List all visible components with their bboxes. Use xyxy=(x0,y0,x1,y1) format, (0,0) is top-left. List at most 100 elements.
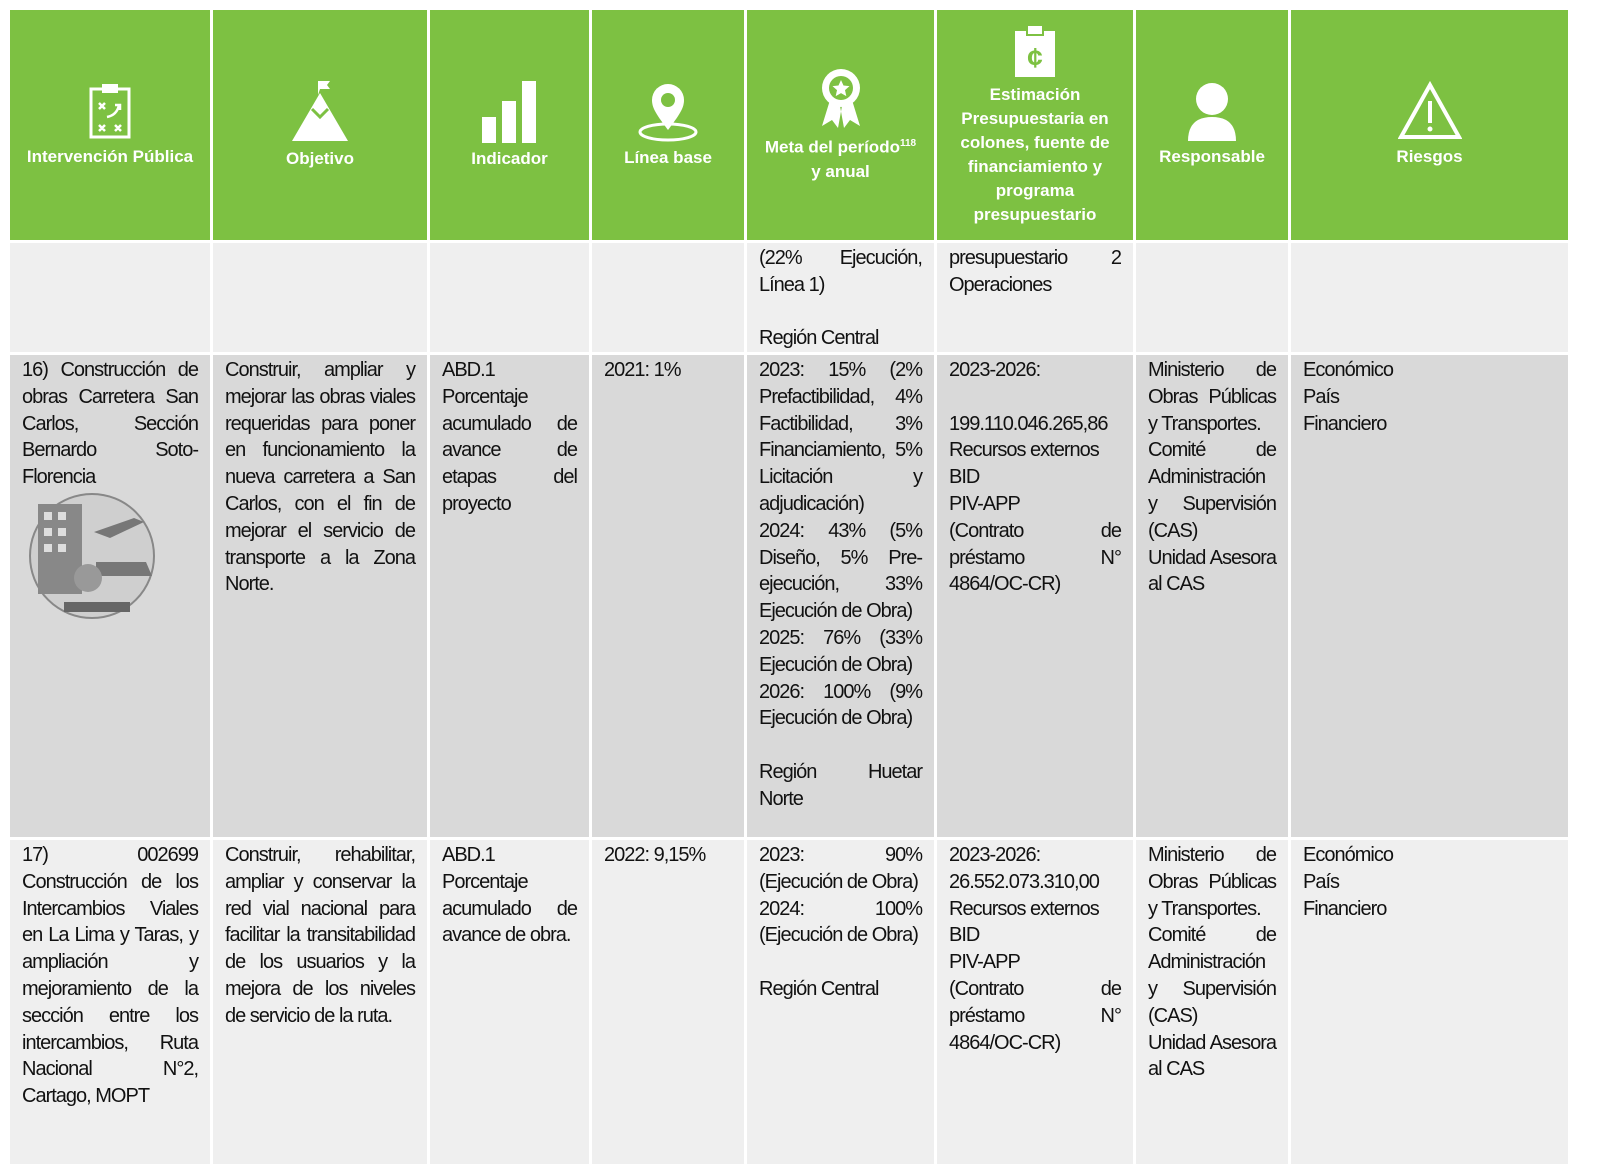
header-label: Objetivo xyxy=(285,149,354,168)
cell-group: 2023: 15% (2% Prefactibilidad, 4% Factib… xyxy=(759,357,923,732)
cell-group: Económico País Financiero xyxy=(1303,357,1556,437)
icon-budget: ¢ xyxy=(1015,24,1055,77)
cell-text: Comité de Administración y Supervisión (… xyxy=(1148,924,1277,1027)
cell-text: Financiero xyxy=(1303,412,1387,435)
header-label: Meta del período118 y anual xyxy=(765,132,916,184)
cell-group: ABD.1 Porcentaje acumulado de avance de … xyxy=(442,357,578,518)
header-cell: Riesgos xyxy=(1291,10,1568,240)
cell-text: 2024: 43% (5% Diseño, 5% Pre-ejecución, … xyxy=(759,519,923,623)
table-cell xyxy=(430,243,589,352)
header-cell: ¢ Estimación Presupuestaria en colones, … xyxy=(937,10,1133,240)
cell-group: Construir, rehabilitar, ampliar y conser… xyxy=(225,842,416,1030)
table-cell: Ministerio de Obras Públicas y Transport… xyxy=(1136,840,1288,1164)
cell-text: 199.110.046.265,86 xyxy=(949,412,1108,435)
table-cell: Económico País Financiero xyxy=(1291,840,1568,1164)
table-cell xyxy=(10,243,210,352)
table-cell: presupuestario 2 Operaciones xyxy=(937,243,1133,352)
table-cell: Ministerio de Obras Públicas y Transport… xyxy=(1136,355,1288,837)
table-cell: Construir, rehabilitar, ampliar y conser… xyxy=(213,840,427,1164)
cell-text: presupuestario 2 Operaciones xyxy=(949,247,1122,296)
cell-group: ABD.1 Porcentaje acumulado de avance de … xyxy=(442,842,578,949)
cell-text: 2023-2026: xyxy=(949,359,1041,381)
footnote-ref: 118 xyxy=(899,138,917,150)
table-cell: Construir, ampliar y mejorar las obras v… xyxy=(213,355,427,837)
cell-text: Financiero xyxy=(1303,897,1387,920)
cell-group: (22% Ejecución, Línea 1) xyxy=(759,245,923,299)
cell-text: 2022: 9,15% xyxy=(604,844,706,866)
cell-text: Recursos externos xyxy=(949,439,1100,462)
cell-text: ABD.1 Porcentaje acumulado de avance de … xyxy=(442,844,578,947)
cell-text: 16) Construcción de obras Carretera San … xyxy=(22,359,199,489)
cell-text: ABD.1 Porcentaje acumulado de avance de … xyxy=(442,359,578,515)
cell-text: Ministerio de Obras Públicas y Transport… xyxy=(1148,844,1277,920)
cell-text: 17) 002699 Construcción de los Intercamb… xyxy=(22,844,199,1108)
cell-text: (22% Ejecución, Línea 1) xyxy=(759,247,923,296)
icon-plan xyxy=(89,84,131,139)
table-cell xyxy=(592,243,744,352)
icon-warning xyxy=(1397,81,1462,139)
cell-text: Región Huetar Norte xyxy=(759,760,923,810)
header-label: Responsable xyxy=(1159,147,1265,166)
cell-text: BID xyxy=(949,924,980,947)
cell-text: 26.552.073.310,00 xyxy=(949,870,1100,893)
table-cell: ABD.1 Porcentaje acumulado de avance de … xyxy=(430,355,589,837)
cell-group: 2022: 9,15% xyxy=(604,842,732,869)
cell-text: 2021: 1% xyxy=(604,359,682,381)
cell-text: (Contrato de préstamo N° 4864/OC-CR) xyxy=(949,977,1122,1054)
cell-group: Región Central xyxy=(759,976,922,1003)
cell-text: Ministerio de Obras Públicas y Transport… xyxy=(1148,359,1277,435)
cell-group: Ministerio de Obras Públicas y Transport… xyxy=(1148,357,1277,598)
cell-text: Recursos externos xyxy=(949,897,1100,920)
header-label-text: y anual xyxy=(811,161,870,181)
header-cell: Meta del período118 y anual xyxy=(747,10,934,240)
header-label-text: Meta del período xyxy=(764,137,900,157)
svg-text:¢: ¢ xyxy=(1027,42,1043,73)
table-cell: 2023: 15% (2% Prefactibilidad, 4% Factib… xyxy=(747,355,934,837)
cell-text: 2023: 90% (Ejecución de Obra) xyxy=(759,844,923,893)
header-cell: Responsable xyxy=(1136,10,1288,240)
cell-group: 17) 002699 Construcción de los Intercamb… xyxy=(22,842,199,1110)
table-cell xyxy=(1291,243,1568,352)
cell-group: Región Huetar Norte xyxy=(759,759,923,813)
header-label: Riesgos xyxy=(1396,147,1463,166)
header-label: Intervención Pública xyxy=(26,147,194,166)
cell-text: Unidad Asesora al CAS xyxy=(1148,546,1277,596)
icon-mountain xyxy=(292,81,348,141)
header-label: Indicador xyxy=(471,149,548,168)
table-cell: 2023-2026: 199.110.046.265,86 Recursos ext… xyxy=(937,355,1133,837)
cell-group: 2023: 90% (Ejecución de Obra) 2024: 100% … xyxy=(759,842,923,949)
cell-text: PIV-APP xyxy=(949,492,1021,515)
cell-group: presupuestario 2 Operaciones xyxy=(949,245,1122,299)
table-cell: ABD.1 Porcentaje acumulado de avance de … xyxy=(430,840,589,1164)
cell-text: Región Central xyxy=(759,327,879,350)
cell-text: 2025: 76% (33% Ejecución de Obra) xyxy=(759,626,923,676)
cell-group: Ministerio de Obras Públicas y Transport… xyxy=(1148,842,1277,1083)
table-cell: 2021: 1% xyxy=(592,355,744,837)
header-cell: Línea base xyxy=(592,10,744,240)
cell-text: 2023: 15% (2% Prefactibilidad, 4% Factib… xyxy=(759,359,923,515)
cell-text: 2023-2026: xyxy=(949,844,1041,866)
cell-text: Económico xyxy=(1303,844,1394,866)
cell-text: Unidad Asesora al CAS xyxy=(1148,1031,1277,1081)
cell-group: 16) Construcción de obras Carretera San … xyxy=(22,357,199,491)
cell-group: Región Central xyxy=(759,325,922,352)
header-label: Línea base xyxy=(624,148,712,167)
cell-group: 2023-2026: 26.552.073.310,00 Recursos exte… xyxy=(949,842,1122,1056)
icon-pin xyxy=(638,84,698,142)
cell-group: 2021: 1% xyxy=(604,357,732,384)
table-cell: 2022: 9,15% xyxy=(592,840,744,1164)
cell-text: Construir, ampliar y mejorar las obras v… xyxy=(225,359,416,596)
cell-group: 199.110.046.265,86 Recursos externos BID PI… xyxy=(949,411,1122,599)
icon-person xyxy=(1188,83,1236,141)
cell-group: Económico País Financiero xyxy=(1303,842,1556,922)
table: Intervención Pública Objetivo Indicador … xyxy=(10,10,1568,1164)
header-cell: Indicador xyxy=(430,10,589,240)
cell-text: 2026: 100% (9% Ejecución de Obra) xyxy=(759,680,923,730)
cell-text: Comité de Administración y Supervisión (… xyxy=(1148,439,1277,542)
cell-text: País xyxy=(1303,385,1340,408)
cell-text: Región Central xyxy=(759,977,879,1000)
cell-group: 2023-2026: xyxy=(949,357,1121,384)
cell-text: BID xyxy=(949,466,980,489)
